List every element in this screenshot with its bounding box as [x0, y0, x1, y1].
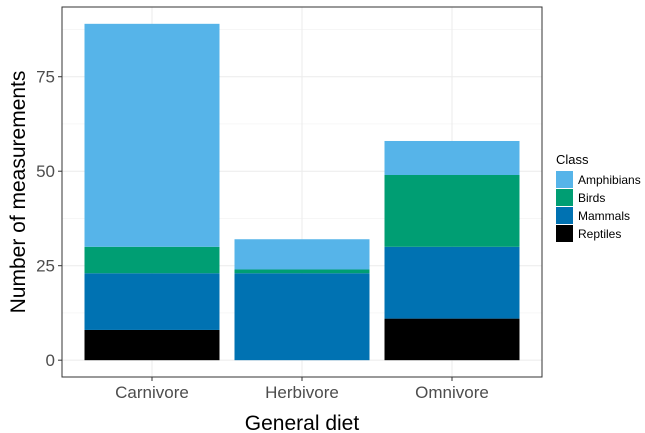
y-axis-title: Number of measurements: [7, 71, 30, 314]
legend: Class Amphibians Birds Mammals Reptiles: [556, 152, 641, 242]
bar-segment-mammals-omnivore: [384, 246, 520, 319]
legend-label-amphibians: Amphibians: [578, 173, 641, 187]
bar-segment-reptiles-omnivore: [384, 318, 520, 361]
legend-label-reptiles: Reptiles: [578, 227, 621, 241]
bar-segment-birds-herbivore: [234, 269, 370, 274]
bar-segment-mammals-carnivore: [84, 273, 220, 330]
y-tick-label: 50: [36, 162, 55, 181]
legend-label-birds: Birds: [578, 191, 605, 205]
legend-swatch-reptiles: [556, 225, 573, 242]
x-tick-label: Carnivore: [115, 383, 189, 402]
x-tick-label: Omnivore: [415, 383, 489, 402]
y-tick-label: 25: [36, 257, 55, 276]
legend-swatch-mammals: [556, 207, 573, 224]
bar-segment-birds-carnivore: [84, 246, 220, 274]
legend-title: Class: [556, 152, 589, 167]
bar-segment-amphibians-carnivore: [84, 23, 220, 247]
bar-segment-mammals-herbivore: [234, 273, 370, 361]
bar-segment-reptiles-carnivore: [84, 329, 220, 361]
axes-layer: 0 25 50 75 Carnivore Herbivore Omnivore: [36, 68, 489, 402]
bar-segment-birds-omnivore: [384, 174, 520, 247]
x-tick-label: Herbivore: [265, 383, 339, 402]
y-tick-label: 75: [36, 68, 55, 87]
bars-layer: [84, 23, 520, 361]
bar-segment-amphibians-omnivore: [384, 140, 520, 175]
x-axis-title: General diet: [245, 412, 360, 433]
bar-segment-amphibians-herbivore: [234, 239, 370, 270]
legend-swatch-amphibians: [556, 171, 573, 188]
legend-label-mammals: Mammals: [578, 209, 630, 223]
legend-swatch-birds: [556, 189, 573, 206]
y-tick-label: 0: [46, 351, 55, 370]
